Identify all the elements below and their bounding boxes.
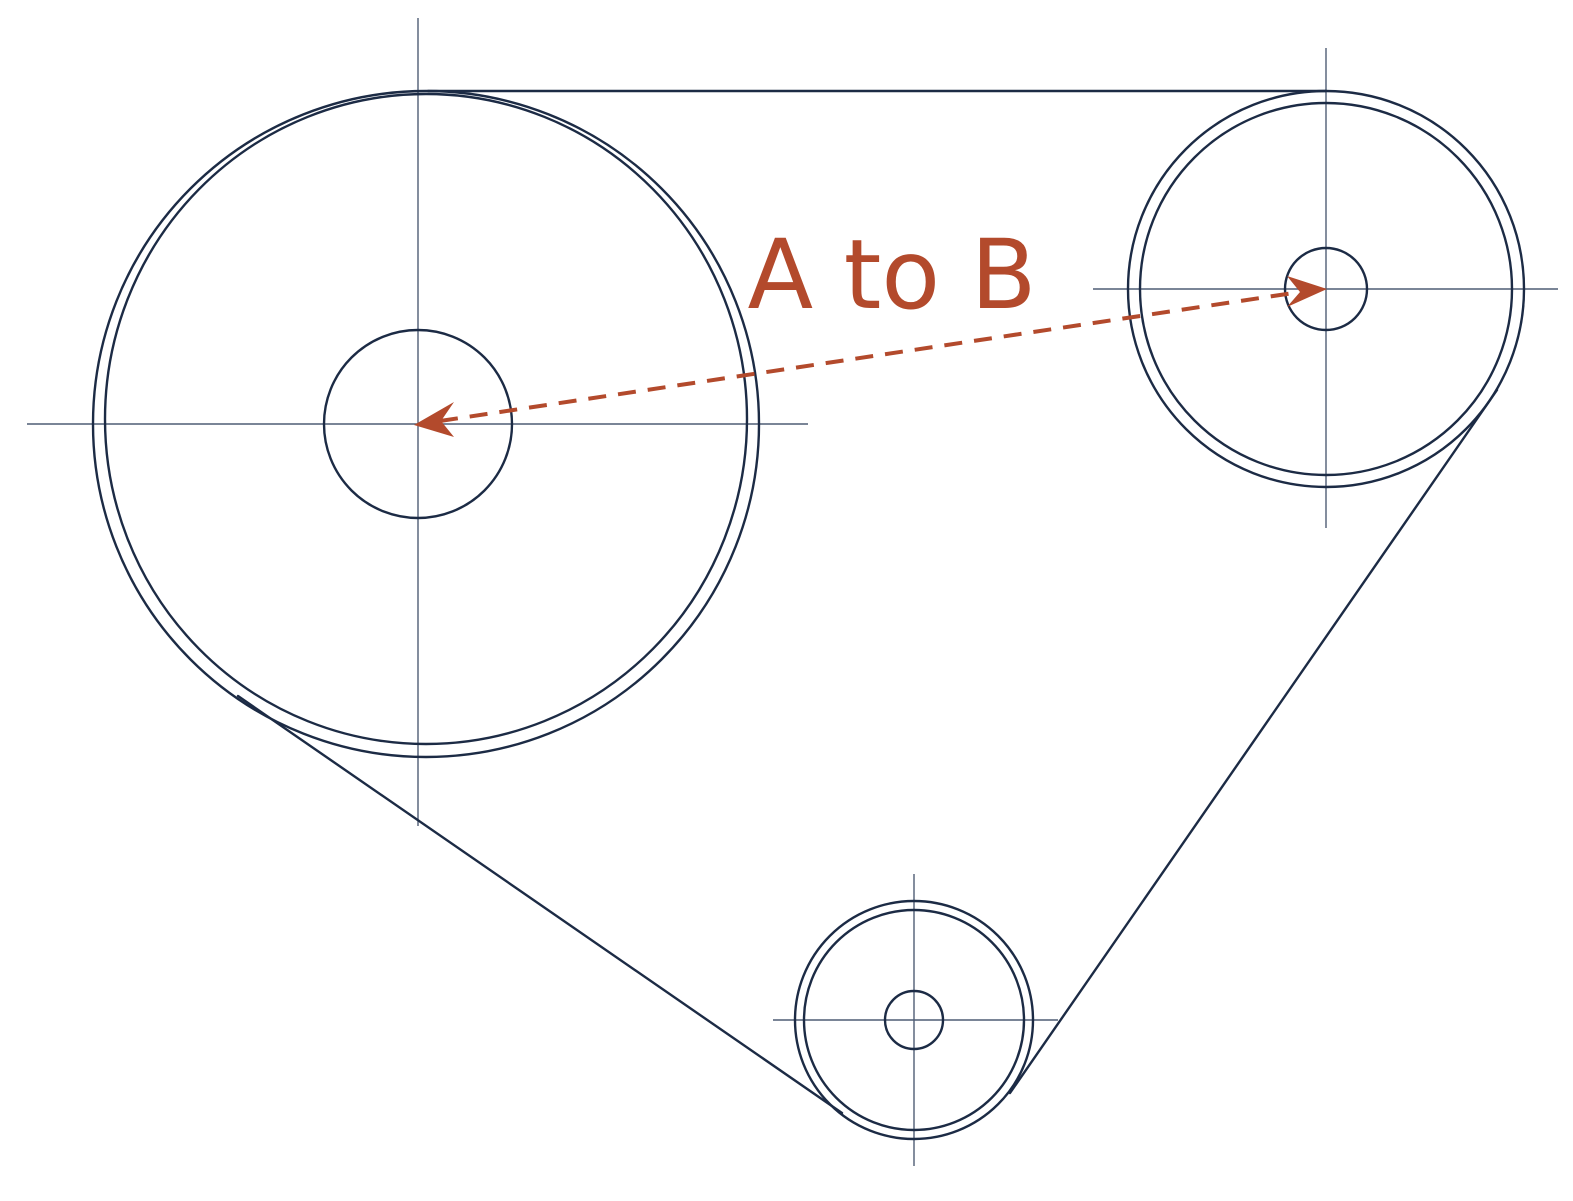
pulley-c-inner-ring (802, 908, 1026, 1132)
pulley-a-inner-ring (103, 92, 749, 746)
pulley-a-hub (322, 328, 514, 520)
pulley-a (91, 89, 761, 759)
belt-right-run (1008, 388, 1499, 1095)
pulley-b (1126, 89, 1526, 489)
dimension-dashed-line (439, 290, 1301, 423)
pulley-c-outer-ring (793, 899, 1035, 1141)
pulley-c (793, 899, 1035, 1141)
belt (236, 89, 1499, 1115)
centerlines (27, 18, 1558, 1166)
pulley-b-hub (1283, 246, 1369, 332)
belt-left-run (236, 694, 844, 1115)
pulley-a-outer-ring (91, 89, 761, 759)
pulley-c-hub (883, 989, 945, 1051)
arrowhead-a-icon (414, 402, 454, 437)
center-distance-dimension: A to B (414, 219, 1327, 437)
pulley-b-outer-ring (1126, 89, 1526, 489)
pulley-b-inner-ring (1138, 101, 1514, 477)
arrowhead-b-icon (1287, 276, 1327, 307)
dimension-label: A to B (748, 219, 1037, 331)
